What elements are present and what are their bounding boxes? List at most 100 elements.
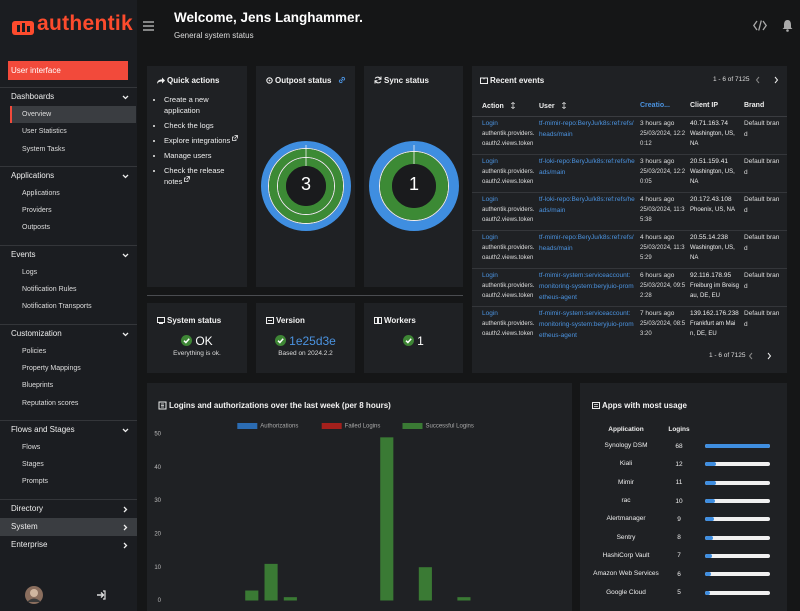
quick-action[interactable]: Manage users [164, 150, 239, 161]
created-relative: 3 hours ago [640, 120, 675, 127]
action-link[interactable]: Login [482, 234, 498, 241]
brand-cell: Default brand [744, 120, 780, 138]
column-header-label[interactable]: Brand [744, 102, 765, 109]
column-header[interactable]: Client IP [690, 102, 718, 109]
client-location: Washington, US, NA [690, 131, 735, 147]
version-value[interactable]: 1e25d3e [256, 334, 355, 348]
brand-cell: Default brand [744, 310, 780, 328]
card-title: Quick actions [157, 76, 219, 85]
nav-item[interactable]: Overview [10, 106, 136, 124]
client-ip: 20.51.159.41 [690, 158, 728, 165]
app-row: rac 10 [580, 492, 787, 510]
nav-item[interactable]: Policies [22, 347, 47, 355]
created-cell: 6 hours ago 25/03/2024, 09:52:28 [640, 270, 688, 301]
outpost-count: 3 [300, 174, 311, 194]
action-link[interactable]: Login [482, 196, 498, 203]
nav-item[interactable]: System Tasks [22, 145, 66, 153]
column-header[interactable]: Action [482, 101, 516, 110]
app-logins: 5 [677, 589, 681, 597]
interface-switch[interactable]: User interface [8, 61, 128, 80]
quick-action[interactable]: Explore integrations [164, 135, 239, 146]
user-link[interactable]: tf-loki-repo:BeryJu/k8s:ref:refs/heads/m… [539, 158, 635, 176]
card-title: Outpost status [266, 76, 348, 85]
quick-action-label[interactable]: Explore integrations [164, 136, 231, 145]
quick-action-label[interactable]: Manage users [164, 151, 212, 160]
nav-item[interactable]: Logs [22, 268, 38, 276]
api-drawer-icon[interactable] [753, 20, 767, 31]
menu-toggle[interactable] [143, 21, 154, 31]
nav-item[interactable]: Property Mappings [22, 364, 81, 372]
version-link[interactable]: 1e25d3e [289, 334, 336, 348]
card-title-text: Workers [384, 316, 416, 325]
nav-item[interactable]: Notification Transports [22, 303, 92, 311]
action-context: authentik.providers.oauth2.views.token [482, 283, 535, 299]
nav-item[interactable]: Blueprints [22, 382, 54, 390]
nav-item[interactable]: Notification Rules [22, 286, 77, 294]
user-cell: tf-mimir-system:serviceaccount:monitorin… [539, 308, 635, 341]
app-logins: 12 [675, 460, 683, 468]
nav-item[interactable]: Stages [22, 461, 44, 469]
nav-section-title[interactable]: Enterprise [0, 536, 137, 554]
chevron-path [123, 524, 128, 531]
brand-cell: Default brand [744, 158, 780, 176]
chevron [122, 253, 129, 258]
user-link[interactable]: tf-mimir-system:serviceaccount:monitorin… [539, 310, 634, 339]
column-header[interactable]: User [539, 101, 567, 110]
app-logins: 10 [675, 497, 683, 505]
nav-section-title[interactable]: Applications [0, 167, 137, 185]
nav-item[interactable]: Reputation scores [22, 399, 79, 407]
quick-action[interactable]: Check the release notes [164, 165, 239, 187]
pagination-buttons[interactable] [755, 76, 783, 84]
quick-action-label[interactable]: Create a new application [164, 95, 209, 115]
client-ip-cell: 20.51.159.41 Washington, US, NA [690, 156, 740, 187]
nav-item[interactable]: Applications [22, 189, 60, 197]
column-header-label[interactable]: Action [482, 103, 504, 110]
chevron [122, 332, 129, 337]
notifications-icon[interactable] [782, 19, 793, 32]
pagination-buttons[interactable] [748, 352, 776, 360]
system-status-card: System status OK Everything is ok. [147, 303, 247, 373]
quick-action[interactable]: Check the logs [164, 120, 239, 131]
quick-action-label[interactable]: Check the release notes [164, 166, 225, 186]
avatar[interactable] [24, 585, 44, 605]
column-header-label[interactable]: User [539, 103, 555, 110]
nav-section-title[interactable]: Events [0, 246, 137, 264]
action-link[interactable]: Login [482, 272, 498, 279]
created-timestamp: 25/03/2024, 12:20:12 [640, 131, 686, 147]
column-header-label[interactable]: Client IP [690, 102, 719, 109]
card-title-text: Sync status [384, 76, 429, 85]
column-header[interactable]: Creatio... [640, 102, 670, 109]
user-link[interactable]: tf-mimir-system:serviceaccount:monitorin… [539, 272, 634, 301]
action-link[interactable]: Login [482, 158, 498, 165]
logout-icon[interactable] [96, 590, 106, 600]
action-link[interactable]: Login [482, 310, 498, 317]
apps-table: Application Logins Synology DSM 68 Kiali 12 Mi… [580, 423, 787, 602]
nav-item[interactable]: Flows [22, 443, 41, 451]
column-header[interactable]: Brand [744, 102, 764, 109]
nav-section-title[interactable]: Dashboards [0, 88, 137, 106]
user-link[interactable]: tf-mimir-repo:BeryJu/k8s:ref:refs/heads/… [539, 234, 634, 252]
user-cell: tf-mimir-repo:BeryJu/k8s:ref:refs/heads/… [539, 232, 635, 254]
action-context: authentik.providers.oauth2.views.token [482, 169, 535, 185]
apps-card: Apps with most usage Application Logins Sy… [580, 383, 787, 611]
bar [380, 437, 394, 601]
client-ip-cell: 139.162.176.238 Frankfurt am Main, DE, EU [690, 308, 740, 339]
nav-section-title[interactable]: Directory [0, 500, 137, 518]
nav-section-title[interactable]: Customization [0, 325, 137, 343]
nav-item[interactable]: Providers [22, 207, 52, 215]
nav-item[interactable]: User Statistics [22, 128, 67, 136]
user-link[interactable]: tf-mimir-repo:BeryJu/k8s:ref:refs/heads/… [539, 120, 634, 138]
quick-action[interactable]: Create a new application [164, 94, 239, 116]
nav-item[interactable]: Outposts [22, 224, 51, 232]
created-cell: 4 hours ago 25/03/2024, 11:35:29 [640, 232, 688, 263]
quick-action-label[interactable]: Check the logs [164, 121, 214, 130]
nav-section-title[interactable]: Flows and Stages [0, 421, 137, 439]
action-link[interactable]: Login [482, 120, 498, 127]
column-header-label[interactable]: Creatio... [640, 102, 670, 109]
client-ip-cell: 20.55.14.238 Washington, US, NA [690, 232, 740, 263]
sync-status-card: Sync status 1 [364, 66, 463, 287]
nav-item[interactable]: Prompts [22, 478, 49, 486]
user-link[interactable]: tf-loki-repo:BeryJu/k8s:ref:refs/heads/m… [539, 196, 635, 214]
nav-section-title[interactable]: System [0, 517, 137, 536]
